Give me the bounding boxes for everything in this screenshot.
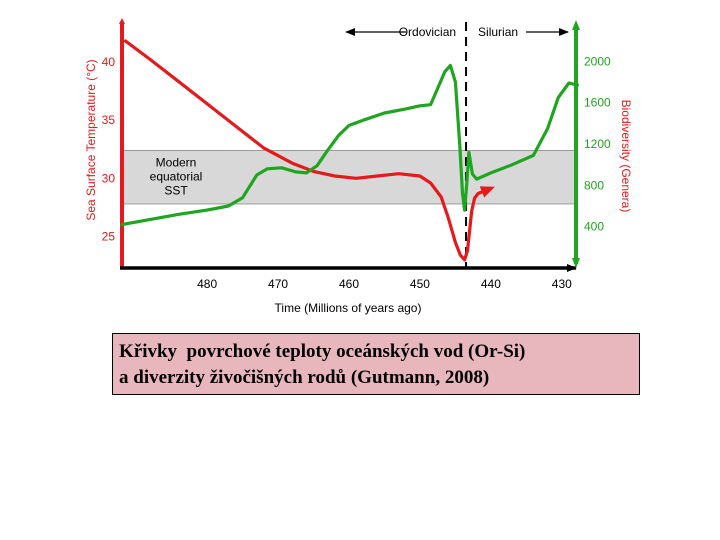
left-axis-arrow <box>119 18 125 24</box>
left-tick-label: 25 <box>102 230 116 244</box>
x-axis-title: Time (Millions of years ago) <box>275 301 422 315</box>
x-tick-label: 470 <box>268 277 288 291</box>
left-axis-title: Sea Surface Temperature (°C) <box>84 59 98 220</box>
x-tick-label: 430 <box>552 277 572 291</box>
sst-curve <box>123 39 495 262</box>
right-axis-top-arrow <box>572 20 580 30</box>
ordovician-label: Ordovician <box>399 25 456 39</box>
band-label-line: SST <box>164 183 188 197</box>
silurian-label: Silurian <box>478 25 518 39</box>
band-label-line: Modern <box>156 155 197 169</box>
caption-line-2: a diverzity živočišných rodů (Gutmann, 2… <box>119 367 490 388</box>
left-tick-label: 30 <box>102 171 116 185</box>
x-tick-label: 440 <box>481 277 501 291</box>
x-tick-labels: 480 470 460 450 440 430 <box>197 277 572 291</box>
left-tick-labels: 25 30 35 40 <box>102 55 116 244</box>
caption-line-1: Křivky povrchové teploty oceánských vod … <box>119 341 526 362</box>
right-tick-label: 2000 <box>584 54 611 68</box>
x-tick-label: 480 <box>197 277 217 291</box>
biodiversity-curve <box>120 63 579 227</box>
x-tick-label: 460 <box>339 277 359 291</box>
right-tick-label: 1200 <box>584 137 611 151</box>
left-tick-label: 40 <box>102 55 116 69</box>
x-tick-label: 450 <box>410 277 430 291</box>
right-tick-labels: 400 800 1200 1600 2000 <box>584 54 611 233</box>
left-tick-label: 35 <box>102 113 116 127</box>
figure-caption: Křivky povrchové teploty oceánských vod … <box>112 333 640 395</box>
right-axis-bottom-arrow <box>572 258 580 268</box>
band-label-line: equatorial <box>150 169 203 183</box>
right-tick-label: 800 <box>584 178 604 192</box>
right-tick-label: 400 <box>584 220 604 234</box>
right-axis-title: Biodiversity (Genera) <box>619 100 633 213</box>
right-tick-label: 1600 <box>584 96 611 110</box>
